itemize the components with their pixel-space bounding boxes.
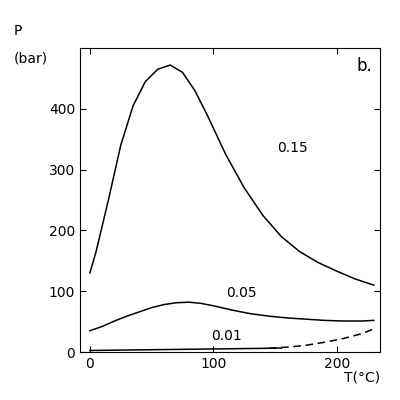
Text: b.: b. xyxy=(356,57,372,75)
Text: 0.05: 0.05 xyxy=(226,286,256,300)
Text: T(°C): T(°C) xyxy=(344,370,380,384)
Text: 0.01: 0.01 xyxy=(211,328,242,342)
Text: P: P xyxy=(14,24,22,38)
Text: (bar): (bar) xyxy=(14,51,48,65)
Text: 0.15: 0.15 xyxy=(278,141,308,155)
